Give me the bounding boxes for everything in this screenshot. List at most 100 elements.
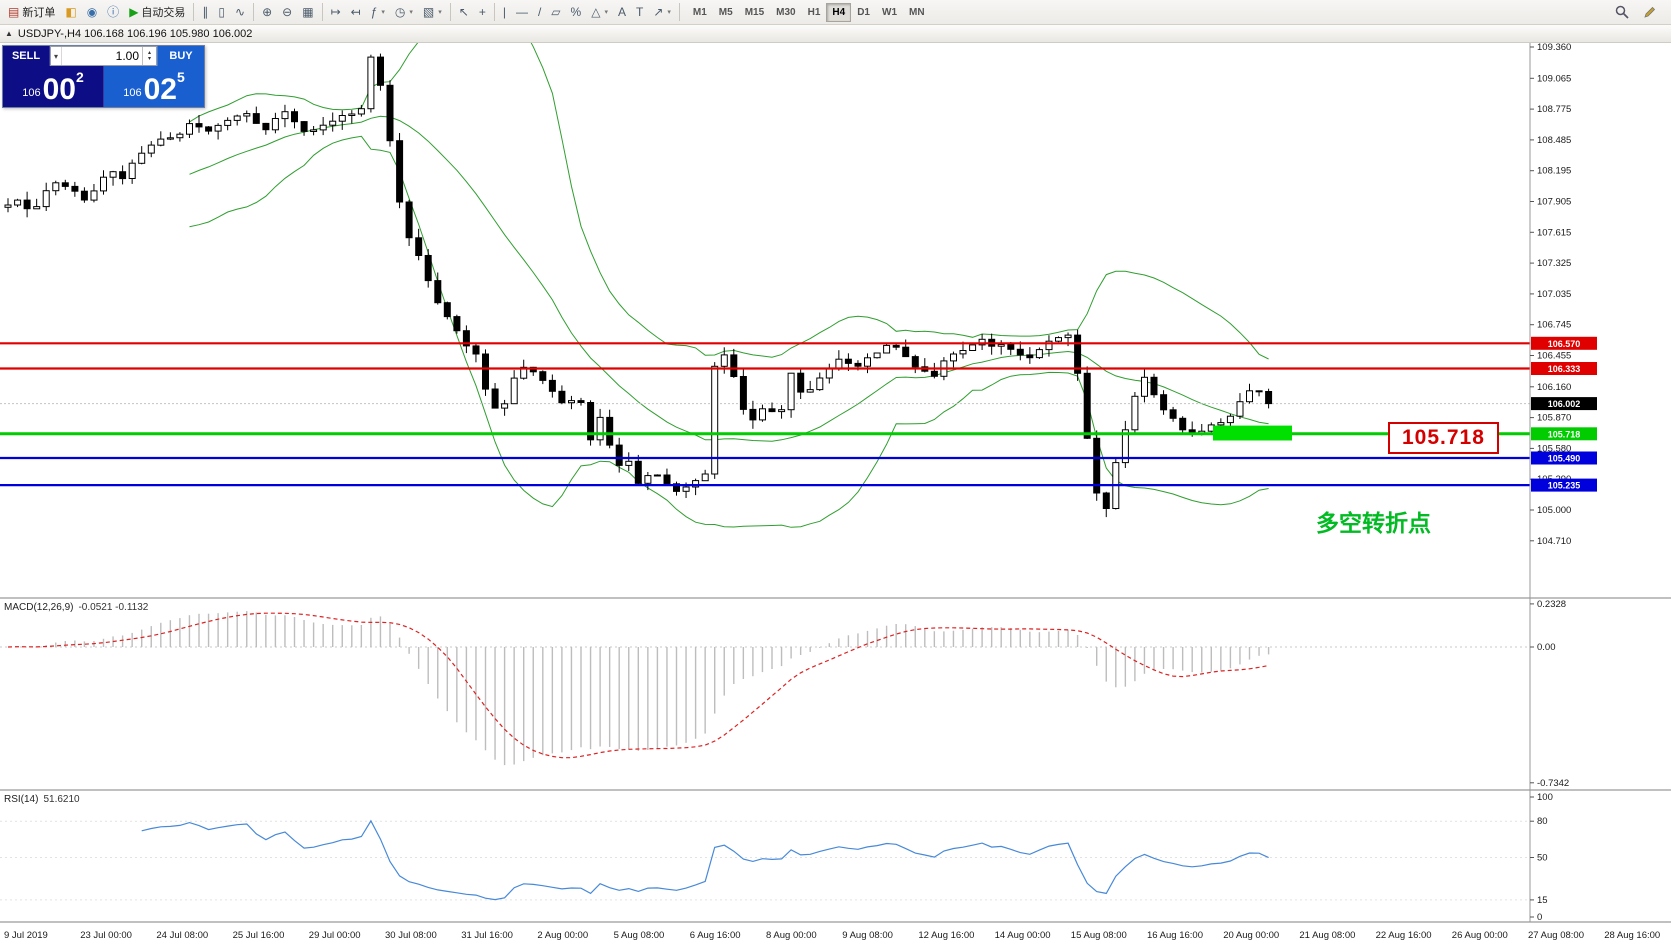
fibonacci-icon[interactable]: %: [566, 2, 587, 23]
price-axis-label: 109.360: [1537, 43, 1571, 53]
buy-price-display[interactable]: 106 02 5: [104, 66, 204, 107]
templates-icon[interactable]: ▧ ▾: [418, 2, 447, 23]
candlestick-chart-icon: ▯: [218, 5, 226, 19]
time-axis-label: 12 Aug 16:00: [918, 930, 974, 941]
sell-price-prefix: 106: [22, 87, 41, 99]
price-axis-label: 105.000: [1537, 505, 1571, 516]
channel-icon: ▱: [551, 5, 561, 19]
trendline-icon: /: [537, 5, 542, 19]
auto-scroll-icon[interactable]: ↦: [326, 2, 346, 23]
time-axis-label: 8 Aug 00:00: [766, 930, 817, 941]
line-chart-icon[interactable]: ∿: [230, 2, 250, 23]
vertical-line-icon[interactable]: |: [498, 2, 511, 23]
time-axis-label: 22 Aug 16:00: [1376, 930, 1432, 941]
shapes-icon[interactable]: △ ▾: [586, 2, 613, 23]
volume-value[interactable]: 1.00: [115, 49, 139, 63]
toolbar-separator: [678, 3, 680, 21]
auto-trading-button[interactable]: ▶ 自动交易: [124, 2, 190, 23]
text-label-icon: T: [635, 5, 644, 19]
price-axis-label: 107.905: [1537, 197, 1571, 208]
market-watch-icon: ◧: [65, 5, 77, 19]
time-axis-label: 6 Aug 16:00: [690, 930, 741, 941]
zoom-in-icon[interactable]: ⊕: [257, 2, 277, 23]
cursor-icon: ↖: [458, 5, 469, 19]
indicators-icon: ƒ: [370, 5, 378, 19]
crosshair-icon[interactable]: +: [474, 2, 491, 23]
macd-name: MACD(12,26,9): [4, 602, 74, 613]
trendline-icon[interactable]: /: [533, 2, 546, 23]
dropdown-caret-icon: ▾: [409, 9, 413, 16]
timeframe-m5[interactable]: M5: [713, 3, 739, 22]
volume-spinner[interactable]: ▴ ▾: [142, 47, 156, 65]
dropdown-caret-icon: ▾: [667, 9, 671, 16]
level-price-tag: [1531, 478, 1597, 492]
bar-chart-icon: ∥: [202, 5, 209, 19]
sell-price-display[interactable]: 106 00 2: [3, 66, 104, 107]
new-order-button[interactable]: ▤ 新订单: [3, 2, 60, 23]
periods-icon[interactable]: ◷ ▾: [390, 2, 418, 23]
volume-up-icon[interactable]: ▴: [147, 50, 151, 56]
data-window-icon[interactable]: ⓘ: [102, 2, 124, 23]
timeframe-d1[interactable]: D1: [851, 3, 876, 22]
bar-chart-icon[interactable]: ∥: [197, 2, 213, 23]
cursor-icon[interactable]: ↖: [454, 2, 474, 23]
volume-down-icon[interactable]: ▾: [147, 56, 151, 62]
indicators-icon[interactable]: ƒ ▾: [366, 2, 390, 23]
timeframe-m1[interactable]: M1: [687, 3, 713, 22]
zoom-out-icon[interactable]: ⊖: [277, 2, 297, 23]
horizontal-line-icon[interactable]: —: [511, 2, 533, 23]
line-chart-icon: ∿: [235, 5, 246, 19]
svg-text:106.333: 106.333: [1548, 364, 1581, 374]
rsi-line: [141, 819, 1269, 901]
search-icon[interactable]: [1612, 2, 1632, 23]
market-watch-icon[interactable]: ◧: [60, 2, 81, 23]
macd-indicator-label: MACD(12,26,9) -0.0521 -0.1132: [4, 602, 149, 613]
buy-price-big: 02: [143, 73, 177, 106]
timeframe-h4[interactable]: H4: [826, 2, 852, 22]
rsi-scale-label: 80: [1537, 816, 1548, 827]
chart-area[interactable]: 109.360 109.065 108.775 108.485 108.195 107.9…: [0, 43, 1671, 948]
price-axis-label: 105.870: [1537, 413, 1571, 424]
crosshair-icon: +: [478, 5, 486, 19]
profiles-icon: ◉: [86, 5, 98, 19]
time-axis-label: 5 Aug 08:00: [614, 930, 665, 941]
timeframe-m30[interactable]: M30: [770, 3, 801, 22]
dropdown-caret-icon: ▾: [438, 9, 442, 16]
text-label-icon[interactable]: T: [631, 2, 648, 23]
price-axis-label: 104.710: [1537, 536, 1571, 547]
rsi-indicator-label: RSI(14) 51.6210: [4, 794, 80, 805]
time-axis-label: 26 Aug 00:00: [1452, 930, 1508, 941]
text-icon: A: [617, 5, 626, 19]
fibonacci-icon: %: [570, 5, 582, 19]
sell-price-big: 00: [42, 73, 76, 106]
timeframe-h1[interactable]: H1: [802, 3, 827, 22]
edit-icon[interactable]: [1640, 2, 1660, 23]
level-price-tag: [1531, 427, 1597, 441]
time-axis-label: 15 Aug 08:00: [1071, 930, 1127, 941]
chart-canvas[interactable]: 109.360 109.065 108.775 108.485 108.195 107.9…: [0, 43, 1671, 948]
chart-shift-icon[interactable]: ↤: [346, 2, 366, 23]
price-axis-label: 105.580: [1537, 443, 1571, 454]
tile-windows-icon[interactable]: ▦: [297, 2, 318, 23]
channel-icon[interactable]: ▱: [546, 2, 565, 23]
volume-control[interactable]: ▾ 1.00 ▴ ▾: [50, 46, 157, 66]
candlestick-chart-icon[interactable]: ▯: [213, 2, 230, 23]
sell-price-sup: 2: [75, 69, 84, 85]
timeframe-m15[interactable]: M15: [739, 3, 770, 22]
svg-text:106.570: 106.570: [1548, 339, 1581, 349]
sell-button[interactable]: SELL: [3, 46, 50, 66]
arrows-icon[interactable]: ↗ ▾: [648, 2, 676, 23]
current-price-tag: [1531, 397, 1597, 411]
macd-values: -0.0521 -0.1132: [78, 602, 149, 613]
toolbar-buttons: ▤ 新订单 ◧ ◉ ⓘ ▶ 自动交易 ∥ ▯ ∿ ⊕ ⊖ ▦ ↦ ↤ ƒ ▾ ◷ ▾ ▧ ▾ ↖ + | — / ▱% △ ▾ A T ↗ ▾: [3, 2, 683, 23]
price-axis-label: 107.615: [1537, 227, 1571, 238]
chart-shift-icon: ↤: [350, 5, 361, 19]
timeframe-w1[interactable]: W1: [876, 3, 903, 22]
timeframe-mn[interactable]: MN: [903, 3, 931, 22]
dropdown-caret-icon: ▾: [604, 9, 608, 16]
profiles-icon[interactable]: ◉: [82, 2, 102, 23]
buy-button[interactable]: BUY: [157, 46, 204, 66]
text-icon[interactable]: A: [613, 2, 631, 23]
volume-dropdown-icon[interactable]: ▾: [51, 47, 63, 65]
shapes-icon: △: [591, 5, 601, 19]
